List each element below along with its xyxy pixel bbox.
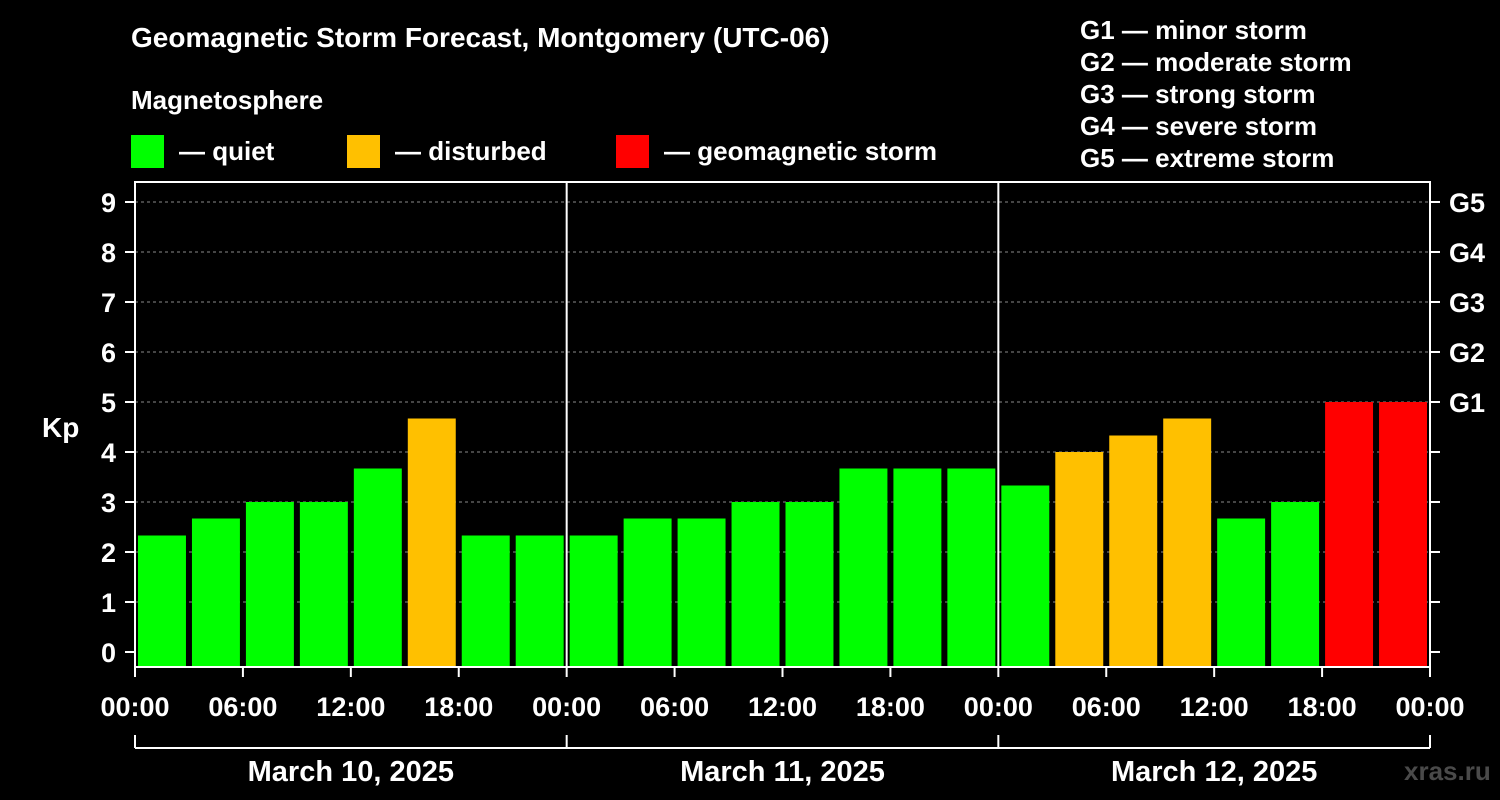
storm-level-label: G5 (1449, 188, 1485, 218)
scale-item-g2: G2 — moderate storm (1080, 47, 1352, 77)
watermark: xras.ru (1404, 756, 1491, 786)
storm-scale-list: G1 — minor storm G2 — moderate storm G3 … (1080, 14, 1352, 174)
legend-label-storm: — geomagnetic storm (664, 135, 938, 166)
chart-title: Geomagnetic Storm Forecast, Montgomery (… (131, 22, 830, 53)
x-tick-label: 12:00 (316, 692, 385, 722)
day-label: March 12, 2025 (1111, 756, 1317, 788)
scale-item-g3: G3 — strong storm (1080, 79, 1316, 109)
y-tick-label: 0 (101, 638, 116, 668)
y-tick-label: 4 (101, 438, 116, 468)
kp-bar (1217, 518, 1266, 667)
kp-bar (1271, 502, 1320, 667)
storm-level-label: G2 (1449, 338, 1485, 368)
kp-bar (461, 535, 510, 667)
y-tick-label: 1 (101, 588, 116, 618)
kp-bar (407, 418, 456, 667)
x-tick-label: 18:00 (1288, 692, 1357, 722)
kp-bar (839, 468, 888, 667)
kp-bar (1109, 435, 1158, 667)
legend-heading: Magnetosphere (131, 85, 324, 115)
x-tick-label: 18:00 (424, 692, 493, 722)
legend-swatch-storm (616, 134, 649, 168)
scale-item-g4: G4 — severe storm (1080, 111, 1318, 141)
kp-bar (299, 502, 348, 667)
kp-bar (245, 502, 294, 667)
x-tick-label: 12:00 (748, 692, 817, 722)
kp-bar (1325, 402, 1374, 667)
y-tick-label: 6 (101, 338, 116, 368)
scale-item-g5: G5 — extreme storm (1080, 143, 1335, 173)
y-tick-label: 9 (101, 188, 116, 218)
kp-bar (893, 468, 942, 667)
kp-bar (623, 518, 672, 667)
y-tick-label: 2 (101, 538, 116, 568)
kp-bar (677, 518, 726, 667)
x-tick-label: 06:00 (208, 692, 277, 722)
y-tick-label: 3 (101, 488, 116, 518)
x-tick-label: 00:00 (100, 692, 169, 722)
day-label: March 10, 2025 (248, 756, 454, 788)
kp-bar (947, 468, 996, 667)
legend-item-quiet: — quiet (131, 134, 274, 168)
day-label: March 11, 2025 (680, 756, 885, 788)
y-tick-label: 5 (101, 388, 116, 418)
kp-bar (785, 502, 834, 667)
x-tick-label: 00:00 (964, 692, 1033, 722)
kp-bar (191, 518, 240, 667)
legend-item-storm: — geomagnetic storm (616, 134, 937, 168)
kp-bar (1055, 452, 1104, 667)
kp-bar (353, 468, 402, 667)
kp-bar (1001, 485, 1050, 667)
legend-swatch-quiet (131, 134, 164, 168)
storm-level-label: G3 (1449, 288, 1485, 318)
x-tick-label: 00:00 (532, 692, 601, 722)
scale-item-g1: G1 — minor storm (1080, 15, 1307, 45)
x-tick-label: 00:00 (1395, 692, 1464, 722)
y-tick-label: 8 (101, 238, 116, 268)
legend-item-disturbed: — disturbed (347, 134, 547, 168)
x-tick-label: 06:00 (640, 692, 709, 722)
y-axis-label: Kp (42, 412, 79, 443)
y-tick-label: 7 (101, 288, 116, 318)
kp-bar (515, 535, 564, 667)
legend-swatch-disturbed (347, 134, 380, 168)
legend-label-disturbed: — disturbed (395, 135, 547, 166)
x-tick-label: 06:00 (1072, 692, 1141, 722)
storm-level-label: G1 (1449, 388, 1485, 418)
kp-bar (731, 502, 780, 667)
legend-label-quiet: — quiet (179, 135, 275, 166)
kp-bar (569, 535, 618, 667)
x-tick-label: 18:00 (856, 692, 925, 722)
x-tick-label: 12:00 (1180, 692, 1249, 722)
kp-bar (1379, 402, 1427, 667)
kp-bar (138, 535, 186, 667)
storm-level-label: G4 (1449, 238, 1485, 268)
kp-bar (1163, 418, 1212, 667)
